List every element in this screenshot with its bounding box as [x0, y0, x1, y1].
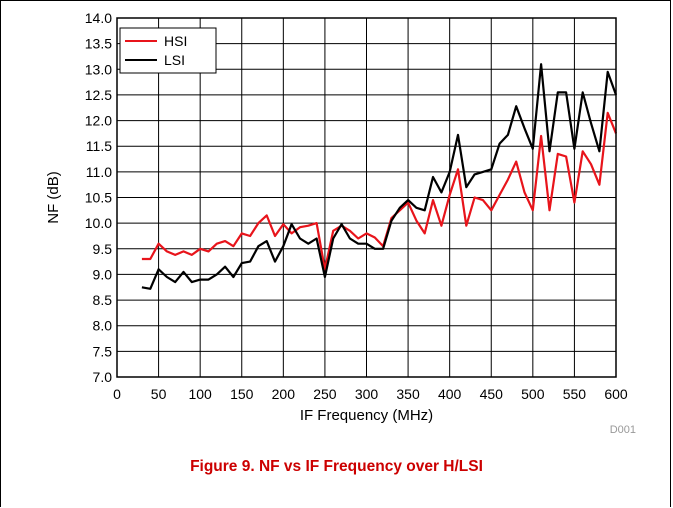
x-tick-label: 350 — [396, 386, 420, 402]
y-tick-label: 10.0 — [85, 215, 112, 231]
legend: HSI LSI — [119, 27, 217, 74]
figure-caption: Figure 9. NF vs IF Frequency over H/LSI — [190, 458, 483, 475]
y-tick-label: 9.5 — [93, 241, 113, 257]
legend-label-hsi: HSI — [164, 33, 187, 49]
x-tick-label: 100 — [188, 386, 212, 402]
y-tick-label: 9.0 — [93, 266, 113, 282]
y-tick-label: 13.0 — [85, 61, 112, 77]
x-tick-label: 500 — [521, 386, 545, 402]
series-line-lsi — [141, 63, 618, 290]
y-tick-label: 11.5 — [86, 138, 112, 154]
x-tick-label: 150 — [230, 386, 254, 402]
x-tick-labels: 0 50 100 150 200 250 300 350 400 450 500 550 600 — [113, 386, 628, 402]
legend-label-lsi: LSI — [164, 52, 185, 68]
x-tick-label: 550 — [563, 386, 587, 402]
x-tick-label: 450 — [480, 386, 504, 402]
y-tick-label: 7.0 — [93, 369, 113, 385]
legend-box — [119, 27, 217, 74]
x-tick-label: 200 — [272, 386, 296, 402]
x-tick-label: 400 — [438, 386, 462, 402]
y-tick-label: 10.5 — [85, 190, 112, 206]
x-tick-label: 0 — [113, 386, 121, 402]
y-tick-label: 7.5 — [93, 343, 113, 359]
x-axis-label: IF Frequency (MHz) — [300, 407, 433, 424]
y-tick-label: 11.0 — [86, 164, 112, 180]
series-line-hsi — [141, 111, 618, 271]
x-tick-label: 300 — [355, 386, 379, 402]
x-tick-label: 600 — [604, 386, 628, 402]
y-tick-label: 8.5 — [93, 292, 113, 308]
nf-vs-if-chart: 7.0 7.5 8.0 8.5 9.0 9.5 10.0 10.5 11.0 11.5 12.0 12… — [45, 10, 636, 436]
x-tick-label: 50 — [151, 386, 167, 402]
y-axis-label: NF (dB) — [45, 171, 62, 224]
y-tick-label: 13.5 — [85, 36, 112, 52]
figure-code: D001 — [610, 424, 636, 436]
series-lines — [141, 63, 618, 290]
y-tick-label: 12.5 — [85, 87, 112, 103]
y-tick-label: 14.0 — [85, 10, 112, 26]
plot-border — [116, 17, 617, 378]
y-tick-label: 8.0 — [93, 318, 113, 334]
y-tick-label: 12.0 — [85, 113, 112, 129]
y-tick-labels: 7.0 7.5 8.0 8.5 9.0 9.5 10.0 10.5 11.0 11.5 12.0 12… — [85, 10, 112, 385]
x-tick-label: 250 — [313, 386, 337, 402]
